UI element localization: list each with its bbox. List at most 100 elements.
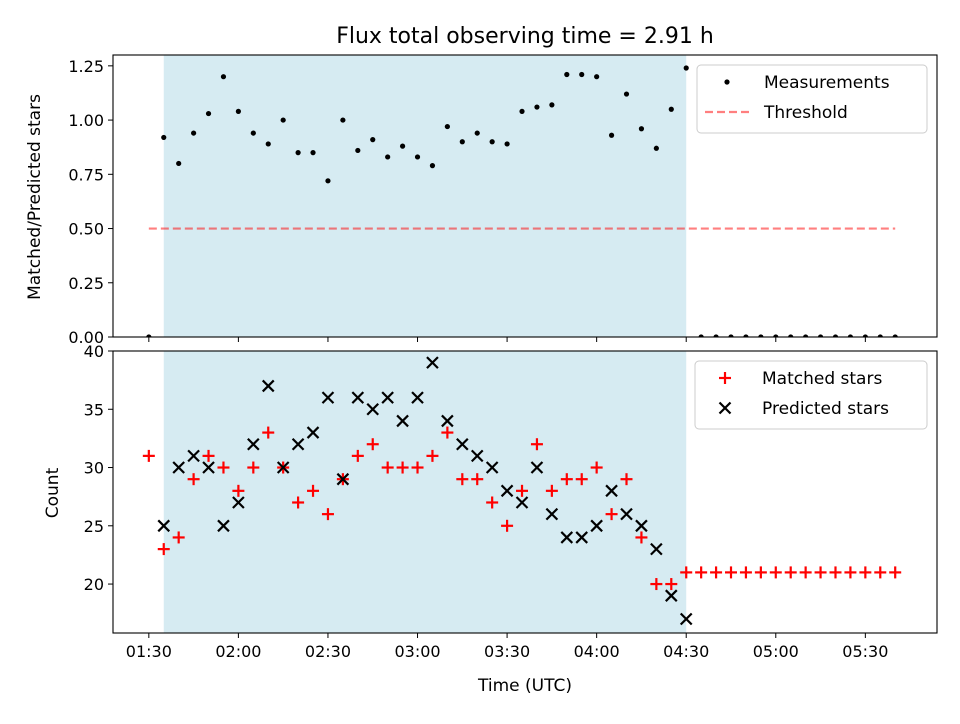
measurement-point (340, 117, 346, 123)
measurement-point (862, 334, 868, 337)
predicted-point-b (605, 484, 618, 498)
bottom-panel-legend: Matched stars Predicted stars (694, 360, 928, 430)
predicted-point (381, 391, 394, 404)
measurement-point (594, 74, 600, 80)
matched-point (232, 484, 245, 497)
measurement-point (534, 104, 540, 110)
matched-point (530, 438, 543, 451)
measurement-point (519, 108, 525, 114)
bottom-panel-y-tick-label: 30 (84, 459, 104, 478)
measurement-point (355, 147, 361, 154)
matched-point (381, 461, 394, 474)
predicted-point-b (217, 519, 230, 533)
matched-point (769, 566, 782, 579)
legend-predicted-marker-b (718, 401, 732, 415)
predicted-point-b (635, 519, 648, 533)
predicted-point (202, 461, 215, 474)
measurement-point (399, 143, 406, 149)
matched-point (202, 449, 215, 462)
predicted-point-b (247, 437, 260, 451)
measurement-point (146, 334, 152, 337)
measurement-point (191, 130, 197, 136)
matched-point (799, 566, 812, 579)
predicted-point (157, 519, 171, 533)
measurement-point (235, 108, 241, 114)
measurement-point (176, 160, 182, 167)
x-tick-label: 04:00 (574, 642, 620, 661)
measurement-point (877, 334, 883, 337)
x-tick-label: 04:30 (663, 642, 709, 661)
matched-point (516, 484, 529, 497)
top-panel: 0.00 0.25 0.50 0.75 1.00 1.25 Measurements Thre… (68, 54, 938, 347)
predicted-point-b (396, 414, 409, 428)
top-panel-y-tick-label: 0.50 (68, 220, 104, 239)
matched-point (321, 508, 334, 521)
predicted-point-b (157, 519, 171, 533)
matched-point (575, 473, 588, 486)
predicted-point (545, 507, 559, 521)
matched-point (217, 461, 230, 474)
matched-point (635, 531, 648, 544)
measurement-point (220, 74, 227, 80)
matched-point (501, 519, 514, 532)
matched-point (650, 578, 663, 591)
measurement-point (564, 71, 570, 78)
matched-point (142, 449, 155, 462)
top-y-axis-label: Matched/Predicted stars (25, 94, 45, 300)
predicted-point (635, 519, 648, 533)
predicted-point-b (411, 391, 424, 404)
predicted-point (276, 461, 290, 474)
predicted-point-b (665, 589, 678, 602)
predicted-point-b (560, 531, 574, 544)
predicted-point (187, 449, 200, 463)
measurement-point (832, 334, 839, 337)
predicted-point (605, 484, 618, 498)
measurement-point (459, 139, 465, 145)
x-tick-label: 03:00 (394, 642, 440, 661)
predicted-point-b (441, 414, 454, 428)
bottom-panel-legend-label: Predicted stars (762, 399, 889, 419)
measurement-point (847, 334, 854, 337)
matched-point (486, 496, 499, 509)
predicted-point (441, 414, 454, 428)
matched-point (620, 473, 633, 486)
measurement-point (788, 334, 794, 337)
x-tick-label: 05:30 (842, 642, 888, 661)
measurement-point (892, 334, 898, 337)
measurement-point (205, 110, 212, 117)
measurement-point (579, 71, 585, 78)
measurement-point (549, 102, 555, 108)
measurement-point (310, 150, 316, 156)
predicted-point (575, 531, 589, 544)
measurement-point (429, 163, 436, 169)
matched-point (157, 543, 170, 556)
top-panel-y-tick-label: 1.25 (68, 57, 104, 76)
top-panel-y-tick-label: 0.25 (68, 274, 104, 293)
matched-point (859, 566, 872, 579)
measurement-point (474, 130, 480, 136)
predicted-point-b (456, 437, 469, 451)
matched-point (754, 566, 767, 579)
predicted-point (650, 542, 663, 556)
measurement-point (728, 334, 734, 337)
bottom-panel-plot-area (142, 351, 902, 633)
predicted-point-b (381, 391, 394, 404)
predicted-point (560, 531, 574, 544)
measurement-point (414, 154, 421, 160)
measurement-point (773, 334, 779, 337)
predicted-point-b (291, 437, 305, 451)
matched-point (829, 566, 842, 579)
bottom-y-axis-label: Count (43, 467, 63, 518)
measurement-point (623, 91, 630, 97)
matched-point (441, 426, 454, 439)
predicted-point-b (485, 461, 499, 474)
predicted-point (411, 391, 424, 404)
predicted-point (590, 519, 603, 533)
x-tick-label: 05:00 (753, 642, 799, 661)
matched-point (307, 484, 320, 497)
x-tick-label: 02:30 (305, 642, 351, 661)
matched-point (874, 566, 887, 579)
predicted-point (665, 589, 678, 602)
matched-point (366, 438, 379, 451)
